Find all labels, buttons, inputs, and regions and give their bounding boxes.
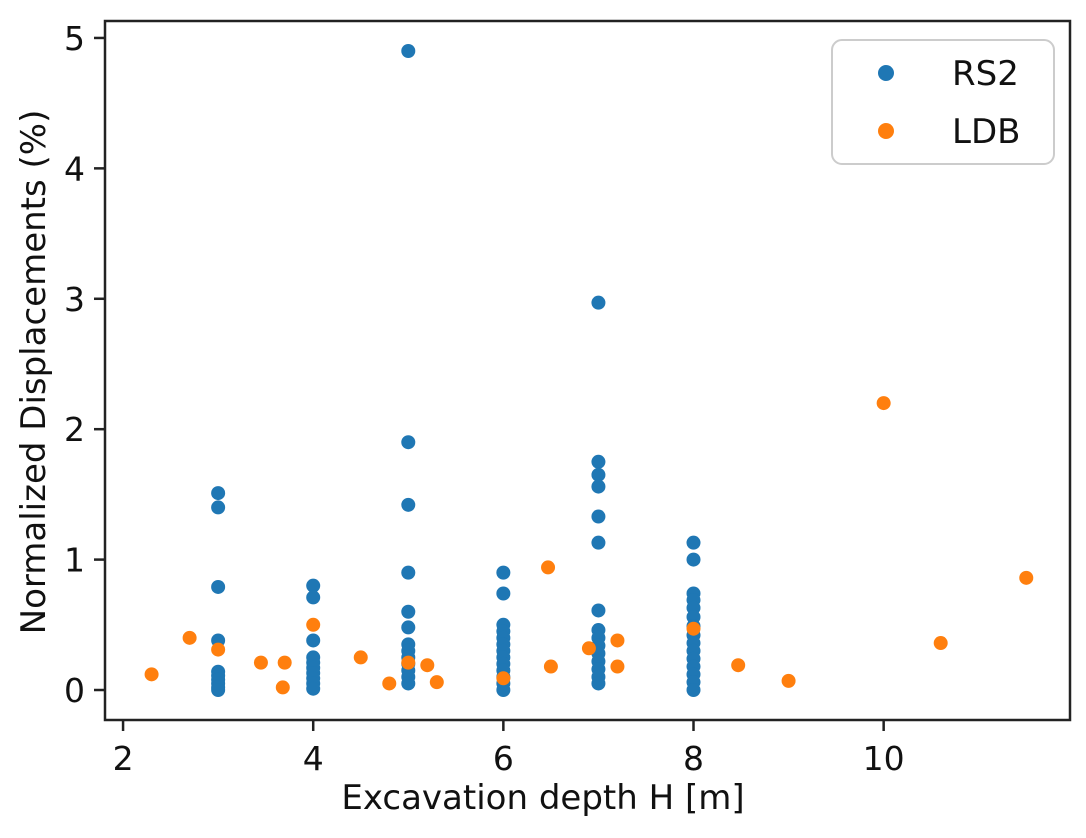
data-point-ldb — [781, 673, 796, 688]
data-point-rs2 — [686, 535, 701, 550]
data-point-rs2 — [306, 578, 321, 593]
data-point-ldb — [581, 641, 596, 656]
x-tick-label: 8 — [683, 739, 704, 778]
data-point-rs2 — [591, 603, 606, 618]
data-point-rs2 — [401, 604, 416, 619]
data-point-rs2 — [591, 535, 606, 550]
data-point-rs2 — [306, 590, 321, 605]
x-axis-label: Excavation depth H [m] — [341, 778, 745, 818]
data-point-rs2 — [686, 683, 701, 698]
legend-marker-ldb — [878, 123, 894, 139]
data-point-rs2 — [591, 479, 606, 494]
data-point-rs2 — [401, 620, 416, 635]
y-tick-label: 0 — [64, 671, 85, 710]
data-point-ldb — [541, 560, 556, 575]
y-tick-label: 3 — [64, 280, 85, 319]
data-point-ldb — [933, 636, 948, 651]
data-point-rs2 — [211, 486, 226, 501]
data-point-ldb — [182, 630, 197, 645]
data-point-ldb — [144, 667, 159, 682]
legend — [831, 39, 1055, 165]
data-point-ldb — [429, 675, 444, 690]
data-point-rs2 — [496, 586, 511, 601]
plot-area — [103, 19, 1072, 722]
data-point-ldb — [686, 621, 701, 636]
data-point-rs2 — [686, 552, 701, 567]
y-tick-label: 4 — [64, 149, 85, 188]
data-point-rs2 — [591, 509, 606, 524]
y-tick-label: 1 — [64, 541, 85, 580]
legend-marker-rs2 — [878, 65, 894, 81]
x-tick-label: 4 — [303, 739, 324, 778]
data-point-rs2 — [591, 295, 606, 310]
data-point-rs2 — [401, 497, 416, 512]
data-point-rs2 — [401, 565, 416, 580]
data-point-ldb — [1019, 570, 1034, 585]
y-tick-label: 2 — [64, 410, 85, 449]
data-point-ldb — [277, 655, 292, 670]
x-tick-label: 10 — [863, 739, 905, 778]
data-point-ldb — [420, 658, 435, 673]
data-point-ldb — [353, 650, 368, 665]
data-point-rs2 — [401, 43, 416, 58]
data-point-rs2 — [211, 579, 226, 594]
data-point-rs2 — [591, 454, 606, 469]
legend-label-ldb: LDB — [952, 112, 1020, 152]
data-point-ldb — [275, 680, 290, 695]
data-point-rs2 — [591, 676, 606, 691]
y-tick-label: 5 — [64, 19, 85, 58]
data-point-ldb — [382, 676, 397, 691]
data-point-ldb — [610, 659, 625, 674]
y-axis-label: Normalized Displacements (%) — [14, 109, 54, 635]
data-point-ldb — [543, 659, 558, 674]
data-point-rs2 — [211, 500, 226, 515]
x-tick-label: 6 — [493, 739, 514, 778]
data-point-rs2 — [211, 683, 226, 698]
data-point-rs2 — [496, 683, 511, 698]
data-point-ldb — [876, 396, 891, 411]
data-point-rs2 — [401, 435, 416, 450]
data-point-ldb — [496, 671, 511, 686]
data-point-rs2 — [401, 676, 416, 691]
data-point-ldb — [610, 633, 625, 648]
legend-label-rs2: RS2 — [952, 54, 1019, 94]
data-point-ldb — [211, 642, 226, 657]
data-point-ldb — [306, 617, 321, 632]
data-point-ldb — [731, 658, 746, 673]
data-point-ldb — [253, 655, 268, 670]
data-point-rs2 — [306, 681, 321, 696]
data-point-ldb — [401, 655, 416, 670]
data-point-rs2 — [306, 633, 321, 648]
data-point-rs2 — [591, 467, 606, 482]
data-point-rs2 — [496, 565, 511, 580]
x-tick-label: 2 — [113, 739, 134, 778]
